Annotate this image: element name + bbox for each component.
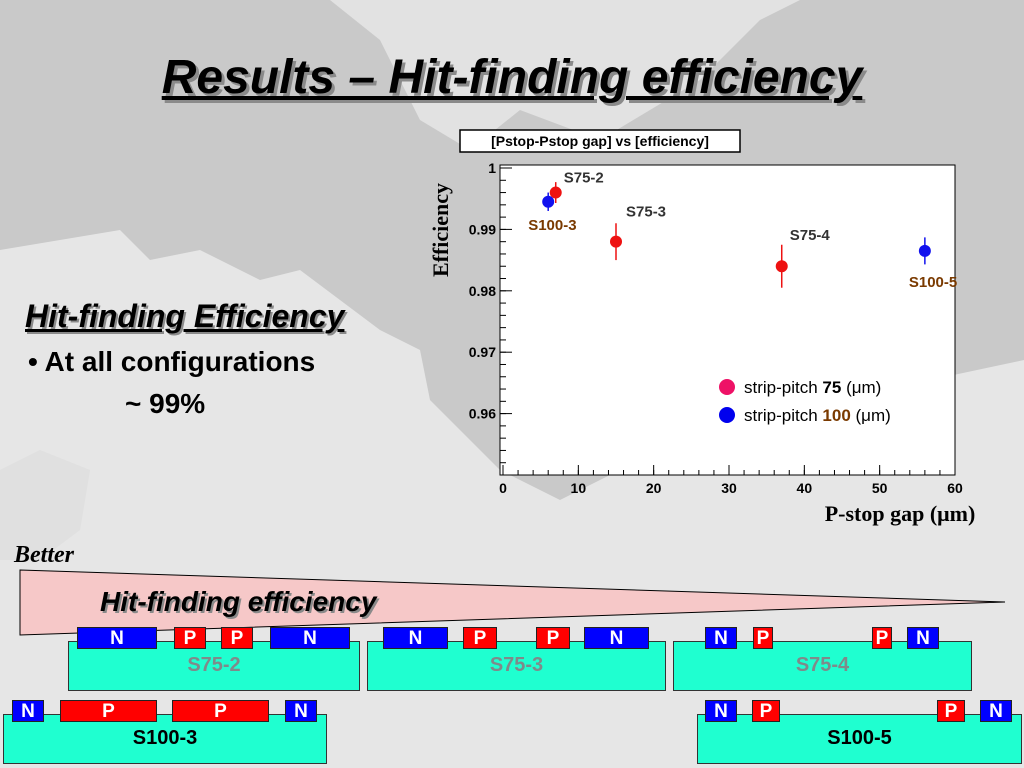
strip-n: N <box>705 700 737 722</box>
axis-ticks: 0 10 20 30 40 50 60 0.96 0.97 0.98 0.99 1 <box>469 160 963 496</box>
strip-p: P <box>753 627 773 649</box>
strip-p: P <box>937 700 965 722</box>
data-point <box>542 195 555 208</box>
strip-n: N <box>584 627 649 649</box>
data-point <box>549 186 562 199</box>
slide-title: Results – Hit-finding efficiency <box>161 51 863 104</box>
sensor-s75-2: S75-2 <box>68 641 360 691</box>
sensor-s100-5: S100-5 <box>697 714 1022 764</box>
strip-n: N <box>77 627 157 649</box>
y-tick-label: 0.98 <box>469 283 496 299</box>
bullet-text: • At all configurations <box>28 346 316 377</box>
strip-p: P <box>60 700 157 722</box>
x-axis-label: P-stop gap (μm) <box>825 501 976 526</box>
strip-n: N <box>12 700 44 722</box>
legend-entry-75: strip-pitch 75 (μm) <box>744 378 881 397</box>
y-tick-label: 0.96 <box>469 406 496 422</box>
point-label: S75-3 <box>626 204 666 221</box>
strip-n: N <box>907 627 939 649</box>
data-point <box>775 260 788 273</box>
x-tick-label: 20 <box>646 480 662 496</box>
map-peninsula-shape <box>0 450 90 560</box>
legend-marker-100 <box>719 407 735 423</box>
section-title: Hit-finding Efficiency <box>25 298 345 334</box>
strip-p: P <box>221 627 253 649</box>
sensor-s100-3: S100-3 <box>3 714 327 764</box>
data-point <box>918 244 931 257</box>
sensor-label: S100-5 <box>827 727 892 749</box>
better-wedge <box>19 569 1006 636</box>
x-tick-label: 0 <box>499 480 507 496</box>
x-tick-label: 60 <box>947 480 963 496</box>
point-label: S100-3 <box>528 217 576 234</box>
map-island-shape <box>330 0 800 150</box>
legend: strip-pitch 75 (μm) strip-pitch 100 (μm) <box>719 378 891 425</box>
x-tick-label: 50 <box>872 480 888 496</box>
point-label: S75-4 <box>790 227 831 244</box>
y-tick-label: 1 <box>488 160 496 176</box>
data-point <box>610 235 622 248</box>
sensor-label: S75-3 <box>489 654 544 676</box>
sensor-label: S100-3 <box>132 727 198 749</box>
strip-n: N <box>270 627 350 649</box>
y-tick-label: 0.99 <box>469 221 496 237</box>
strip-n: N <box>285 700 317 722</box>
approx-value: ~ 99% <box>125 388 206 419</box>
strip-p: P <box>172 700 269 722</box>
strip-p: P <box>463 627 497 649</box>
strip-p: P <box>872 627 892 649</box>
efficiency-chart: [Pstop-Pstop gap] vs [efficiency] 0 10 20 3… <box>428 129 976 526</box>
point-label: S75-2 <box>564 170 604 187</box>
sensor-s75-4: S75-4 <box>673 641 972 691</box>
strip-p: P <box>174 627 206 649</box>
chart-title: [Pstop-Pstop gap] vs [efficiency] <box>491 133 709 149</box>
x-tick-label: 40 <box>797 480 813 496</box>
sensor-label: S75-4 <box>795 654 850 676</box>
sensor-s75-3: S75-3 <box>367 641 666 691</box>
legend-entry-100: strip-pitch 100 (μm) <box>744 406 891 425</box>
strip-n: N <box>705 627 737 649</box>
plot-area <box>499 164 956 476</box>
sensor-label: S75-2 <box>187 654 241 676</box>
data-points: S75-2 S75-3 S75-4 S100-3 S100-5 <box>528 170 957 291</box>
strip-p: P <box>536 627 570 649</box>
y-tick-label: 0.97 <box>469 344 496 360</box>
strip-p: P <box>752 700 780 722</box>
legend-marker-75 <box>719 379 735 395</box>
y-axis-label: Efficiency <box>428 183 453 277</box>
chart-title-box <box>459 129 741 153</box>
x-tick-label: 10 <box>571 480 587 496</box>
wedge-label: Hit-finding efficiency <box>100 586 377 617</box>
better-wedge-graphic <box>19 569 1006 636</box>
strip-n: N <box>980 700 1012 722</box>
point-label: S100-5 <box>909 274 957 291</box>
strip-n: N <box>383 627 448 649</box>
better-label: Better <box>14 542 74 568</box>
x-tick-label: 30 <box>721 480 737 496</box>
